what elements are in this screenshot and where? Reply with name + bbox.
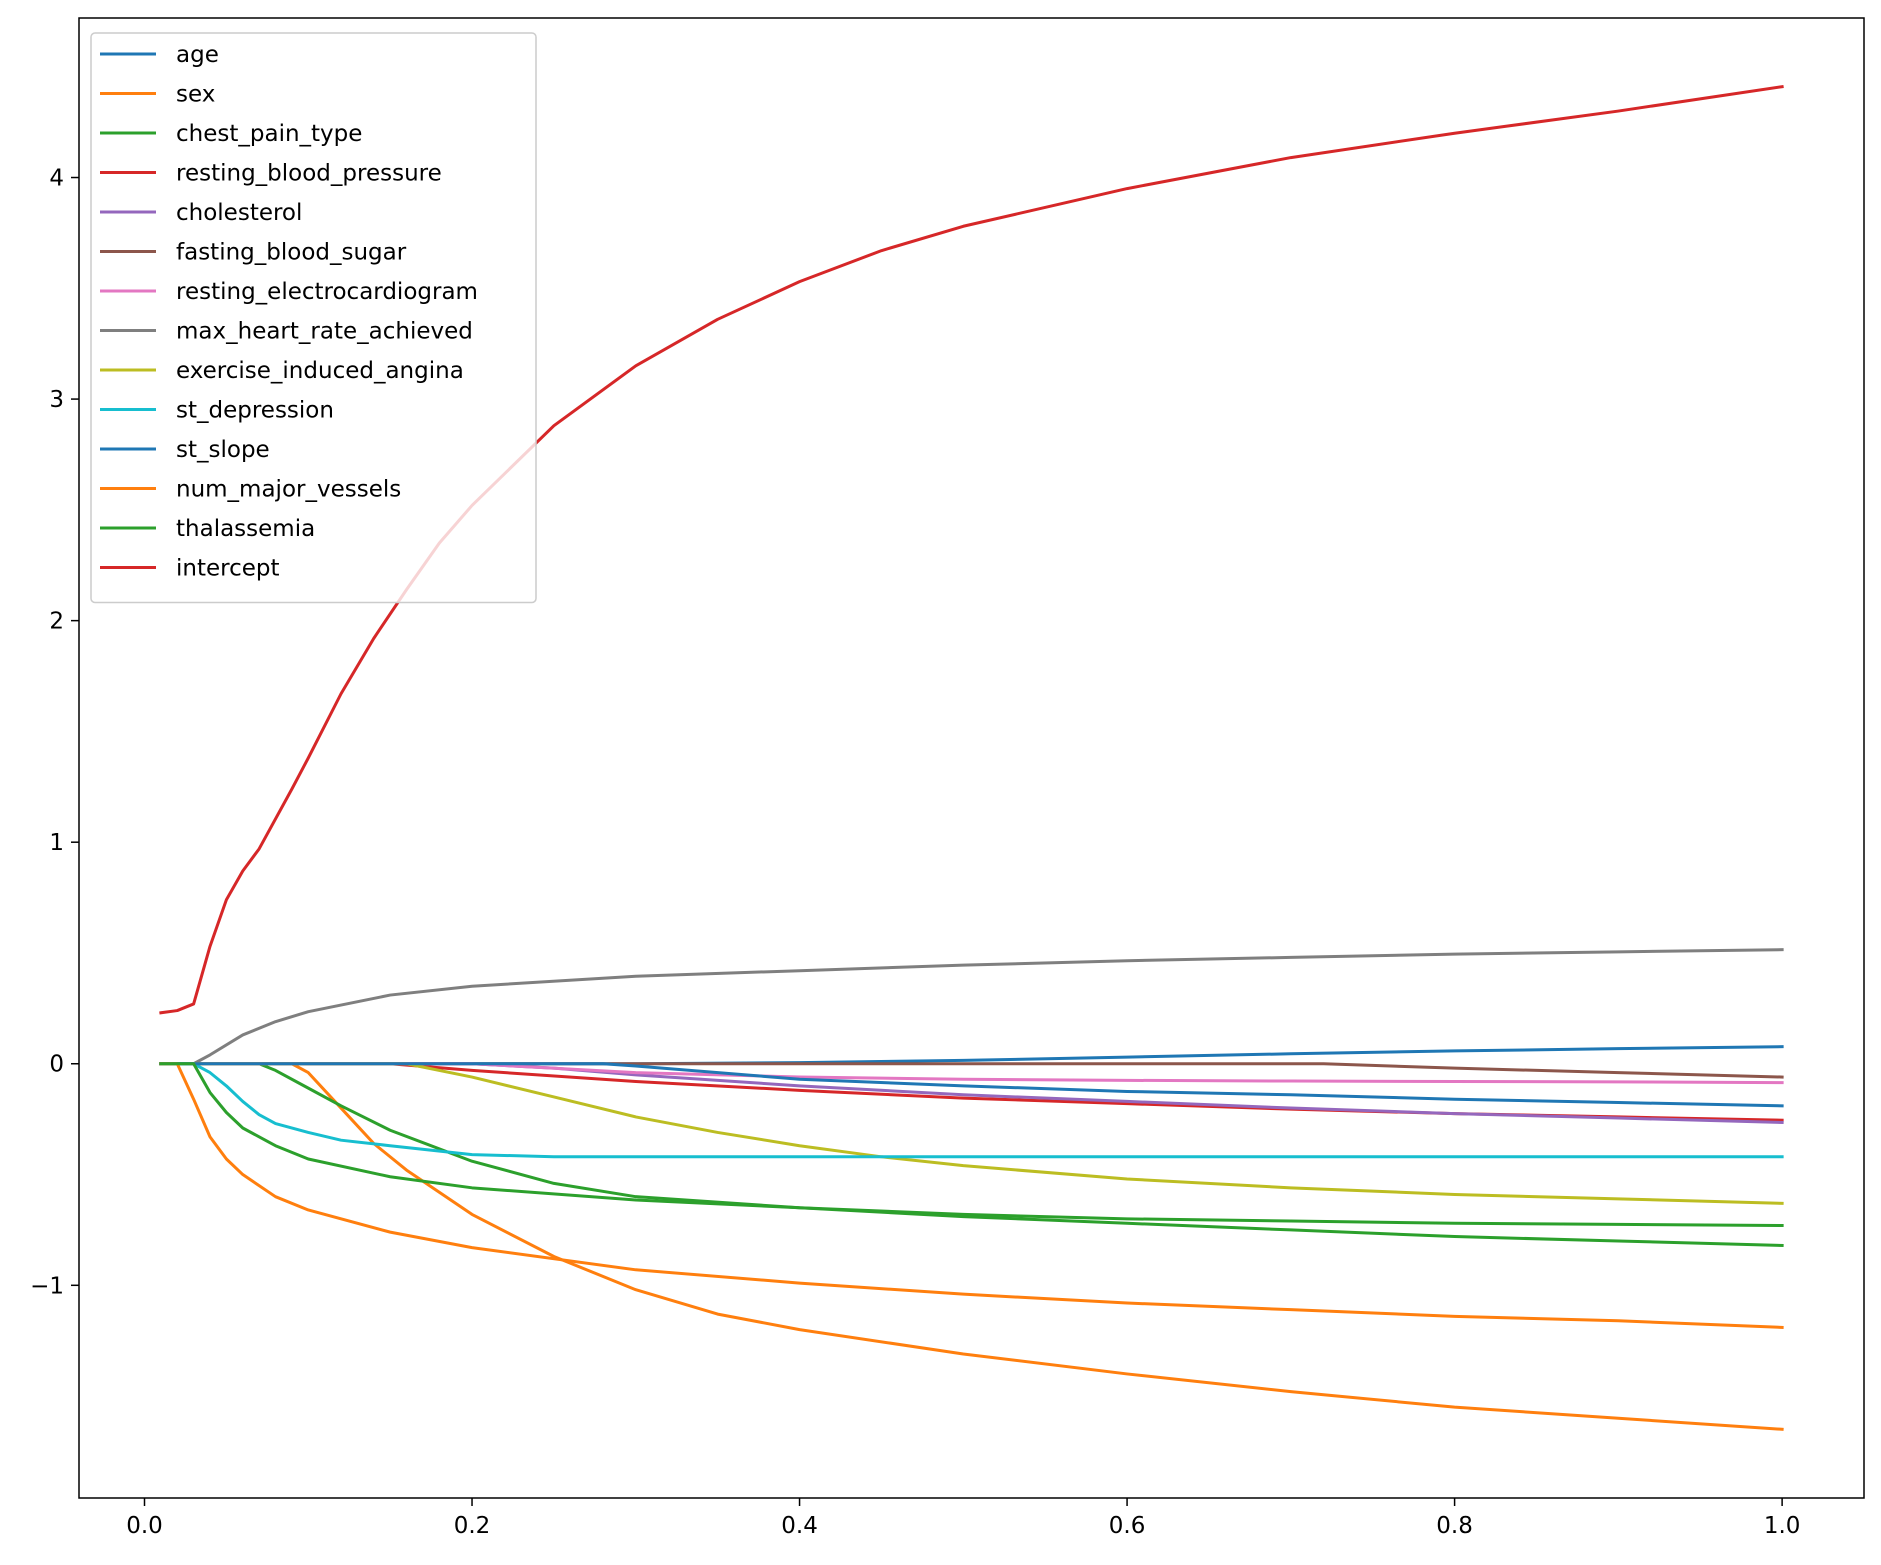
legend-label: exercise_induced_angina [176, 358, 464, 384]
legend-item: max_heart_rate_achieved [100, 319, 473, 345]
legend-item: fasting_blood_sugar [100, 240, 407, 266]
plot-frame [78, 17, 1865, 1499]
x-tick-label: 0.0 [126, 1513, 163, 1539]
series-line-st-depression [159, 1062, 1784, 1159]
legend-item: resting_blood_pressure [100, 161, 442, 187]
legend-item: resting_electrocardiogram [100, 279, 478, 305]
legend-label: st_slope [176, 437, 270, 463]
legend-item: cholesterol [100, 200, 302, 226]
series-line-num-major-vessels [159, 1062, 1784, 1329]
series-line-chest-pain-type [159, 1062, 1784, 1228]
legend-box [90, 32, 537, 604]
y-tick-label: 3 [49, 387, 64, 413]
legend-label: st_depression [176, 398, 334, 424]
legend-label: chest_pain_type [176, 121, 362, 147]
y-tick-label: 0 [49, 1052, 64, 1078]
legend-label: intercept [176, 556, 280, 582]
series-line-resting-electrocardiogram [159, 1062, 1784, 1085]
legend-label: sex [176, 82, 215, 108]
series-line-exercise-induced-angina [159, 1062, 1784, 1205]
legend-item: st_depression [100, 398, 334, 424]
legend-item: intercept [100, 556, 280, 582]
x-tick-label: 1.0 [1764, 1513, 1801, 1539]
legend-label: resting_electrocardiogram [176, 279, 478, 305]
legend-item: num_major_vessels [100, 477, 401, 503]
legend: age sex chest_pain_type resting_blood_press… [90, 32, 537, 604]
y-tick-label: 2 [49, 609, 64, 635]
legend-item: age [100, 42, 219, 68]
legend-label: resting_blood_pressure [176, 161, 442, 187]
y-tick-label: 1 [49, 830, 64, 856]
series-line-fasting-blood-sugar [159, 1062, 1784, 1079]
legend-item: thalassemia [100, 516, 315, 542]
series-line-max-heart-rate-achieved [159, 948, 1784, 1066]
legend-label: max_heart_rate_achieved [176, 319, 473, 345]
x-tick-label: 0.8 [1436, 1513, 1473, 1539]
axis-ticks: 0.0 0.2 0.4 0.6 0.8 1.0 −1 0 1 2 3 4 [30, 166, 1800, 1539]
legend-item: st_slope [100, 437, 270, 463]
x-tick-label: 0.6 [1109, 1513, 1146, 1539]
legend-item: exercise_induced_angina [100, 358, 464, 384]
series-line-st-slope [159, 1062, 1784, 1108]
legend-item: chest_pain_type [100, 121, 362, 147]
y-tick-label: 4 [49, 166, 64, 192]
x-tick-label: 0.2 [454, 1513, 491, 1539]
series-line-thalassemia [159, 1062, 1784, 1247]
legend-item: sex [100, 82, 215, 108]
legend-label: fasting_blood_sugar [176, 240, 407, 266]
legend-label: thalassemia [176, 516, 315, 542]
legend-label: age [176, 42, 219, 68]
y-tick-label: −1 [30, 1273, 64, 1299]
legend-label: cholesterol [176, 200, 302, 226]
x-tick-label: 0.4 [781, 1513, 818, 1539]
legend-label: num_major_vessels [176, 477, 401, 503]
